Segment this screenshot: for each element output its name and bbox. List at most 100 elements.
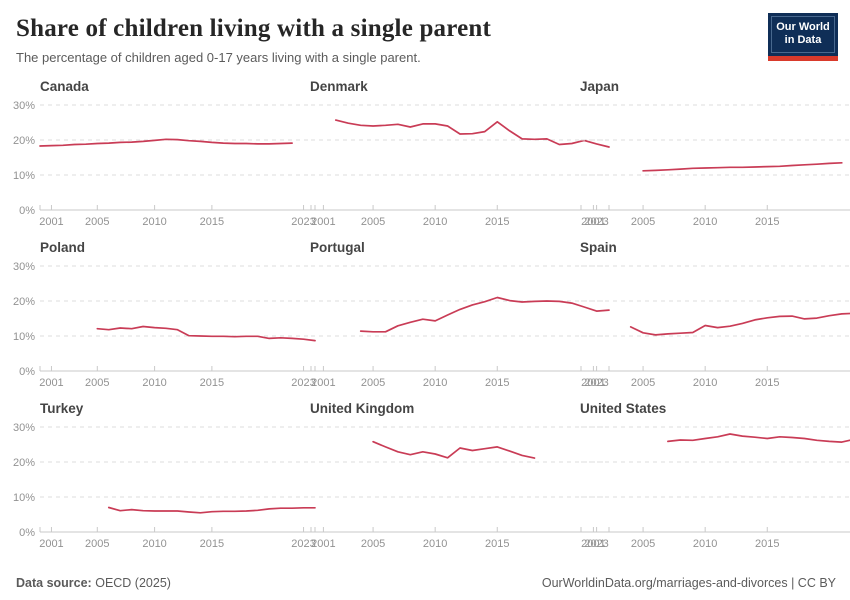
svg-text:2001: 2001 [311, 216, 335, 228]
svg-text:10%: 10% [13, 492, 35, 504]
svg-text:2001: 2001 [39, 538, 63, 550]
svg-text:2001: 2001 [39, 216, 63, 228]
svg-text:2005: 2005 [361, 216, 385, 228]
owid-logo-box: Our World in Data [768, 13, 838, 56]
svg-text:2015: 2015 [200, 538, 224, 550]
svg-text:2005: 2005 [631, 216, 655, 228]
data-source-label: Data source: [16, 576, 92, 590]
svg-text:2001: 2001 [311, 377, 335, 389]
svg-text:2010: 2010 [423, 538, 447, 550]
chart-title: Canada [40, 79, 89, 94]
owid-logo[interactable]: Our World in Data [768, 13, 838, 61]
svg-text:2005: 2005 [85, 377, 109, 389]
chart-title: Poland [40, 240, 86, 255]
chart-title: Portugal [310, 240, 365, 255]
svg-text:2015: 2015 [485, 216, 509, 228]
chart-canvas-portugal[interactable]: 2001 2005 2010 2015 2023 [310, 261, 610, 391]
mini-chart-united-states: United States 2001 2005 2010 2015 2023 [580, 401, 850, 552]
svg-text:30%: 30% [13, 422, 35, 434]
svg-text:2001: 2001 [581, 377, 605, 389]
svg-text:30%: 30% [13, 100, 35, 112]
chart-canvas-japan[interactable]: 2001 2005 2010 2015 2023 [580, 100, 850, 230]
svg-text:2023: 2023 [291, 216, 315, 228]
mini-chart-portugal: Portugal 2001 2005 2010 2015 2023 [310, 240, 610, 391]
owid-logo-line1: Our World [776, 21, 830, 33]
credit-separator: | [791, 576, 795, 590]
svg-text:2010: 2010 [693, 538, 717, 550]
mini-chart-spain: Spain 2001 2005 2010 2015 2023 [580, 240, 850, 391]
svg-text:2001: 2001 [39, 377, 63, 389]
svg-text:2023: 2023 [584, 377, 608, 389]
mini-chart-turkey: Turkey 0% 10% 20% 30% 2001 2005 2010 2015 2023 [13, 401, 316, 552]
svg-text:2005: 2005 [361, 377, 385, 389]
svg-text:2023: 2023 [584, 216, 608, 228]
chart-canvas-united-states[interactable]: 2001 2005 2010 2015 2023 [580, 422, 850, 552]
mini-chart-denmark: Denmark 2001 2005 2010 2015 2023 [310, 79, 610, 230]
data-source-value: OECD (2025) [95, 576, 171, 590]
svg-text:2010: 2010 [423, 216, 447, 228]
svg-text:2010: 2010 [693, 377, 717, 389]
chart-canvas-spain[interactable]: 2001 2005 2010 2015 2023 [580, 261, 850, 391]
svg-text:2023: 2023 [584, 538, 608, 550]
svg-text:2010: 2010 [423, 377, 447, 389]
svg-text:20%: 20% [13, 296, 35, 308]
page-title: Share of children living with a single p… [16, 15, 492, 42]
svg-text:2001: 2001 [581, 216, 605, 228]
owid-link[interactable]: OurWorldinData.org/marriages-and-divorce… [541, 576, 788, 590]
svg-text:10%: 10% [13, 170, 35, 182]
chart-title: Turkey [40, 401, 84, 416]
svg-text:2005: 2005 [631, 377, 655, 389]
chart-title: United Kingdom [310, 401, 415, 416]
svg-text:2015: 2015 [755, 216, 779, 228]
chart-header: Share of children living with a single p… [16, 13, 838, 65]
owid-logo-line2: in Data [784, 34, 822, 46]
svg-text:20%: 20% [13, 135, 35, 147]
credit-line: OurWorldinData.org/marriages-and-divorce… [542, 576, 836, 590]
svg-text:2001: 2001 [581, 538, 605, 550]
svg-text:2023: 2023 [291, 377, 315, 389]
chart-canvas-turkey[interactable]: 0% 10% 20% 30% 2001 2005 2010 2015 2023 [13, 422, 316, 552]
mini-chart-japan: Japan 2001 2005 2010 2015 2023 [580, 79, 850, 230]
svg-text:2015: 2015 [755, 538, 779, 550]
svg-text:2015: 2015 [200, 377, 224, 389]
svg-text:2005: 2005 [361, 538, 385, 550]
svg-text:2001: 2001 [311, 538, 335, 550]
mini-chart-poland: Poland 0% 10% 20% 30% 2001 2005 2010 2015 2023 [13, 240, 316, 391]
svg-text:2010: 2010 [142, 216, 166, 228]
facet-grid: Canada 0% 10% 20% 30% 2001 2005 2010 2015 2023 D… [13, 79, 850, 552]
svg-text:2010: 2010 [693, 216, 717, 228]
license-badge: CC BY [797, 576, 836, 590]
title-block: Share of children living with a single p… [16, 13, 491, 65]
svg-text:0%: 0% [19, 527, 35, 539]
svg-text:0%: 0% [19, 205, 35, 217]
svg-text:2015: 2015 [755, 377, 779, 389]
chart-canvas-canada[interactable]: 0% 10% 20% 30% 2001 2005 2010 2015 2023 [13, 100, 316, 230]
svg-text:2015: 2015 [485, 538, 509, 550]
chart-canvas-united-kingdom[interactable]: 2001 2005 2010 2015 2023 [310, 422, 610, 552]
chart-canvas-poland[interactable]: 0% 10% 20% 30% 2001 2005 2010 2015 2023 [13, 261, 316, 391]
svg-text:2005: 2005 [85, 538, 109, 550]
svg-text:2015: 2015 [200, 216, 224, 228]
svg-text:2010: 2010 [142, 538, 166, 550]
svg-text:2010: 2010 [142, 377, 166, 389]
svg-text:2023: 2023 [291, 538, 315, 550]
svg-text:20%: 20% [13, 457, 35, 469]
chart-title: Japan [580, 79, 620, 94]
mini-chart-united-kingdom: United Kingdom 2001 2005 2010 2015 2023 [310, 401, 610, 552]
svg-text:10%: 10% [13, 331, 35, 343]
mini-chart-canada: Canada 0% 10% 20% 30% 2001 2005 2010 2015 2023 [13, 79, 316, 230]
owid-logo-text: Our World in Data [771, 16, 835, 53]
svg-text:0%: 0% [19, 366, 35, 378]
svg-text:2015: 2015 [485, 377, 509, 389]
chart-footer: Data source: OECD (2025) OurWorldinData.… [16, 576, 838, 590]
svg-text:2005: 2005 [85, 216, 109, 228]
page-subtitle: The percentage of children aged 0-17 yea… [16, 50, 421, 65]
owid-logo-red-bar [768, 56, 838, 61]
chart-canvas-denmark[interactable]: 2001 2005 2010 2015 2023 [310, 100, 610, 230]
svg-text:2005: 2005 [631, 538, 655, 550]
svg-text:30%: 30% [13, 261, 35, 273]
chart-title: United States [580, 401, 667, 416]
chart-title: Denmark [310, 79, 368, 94]
data-source: Data source: OECD (2025) [16, 576, 171, 590]
